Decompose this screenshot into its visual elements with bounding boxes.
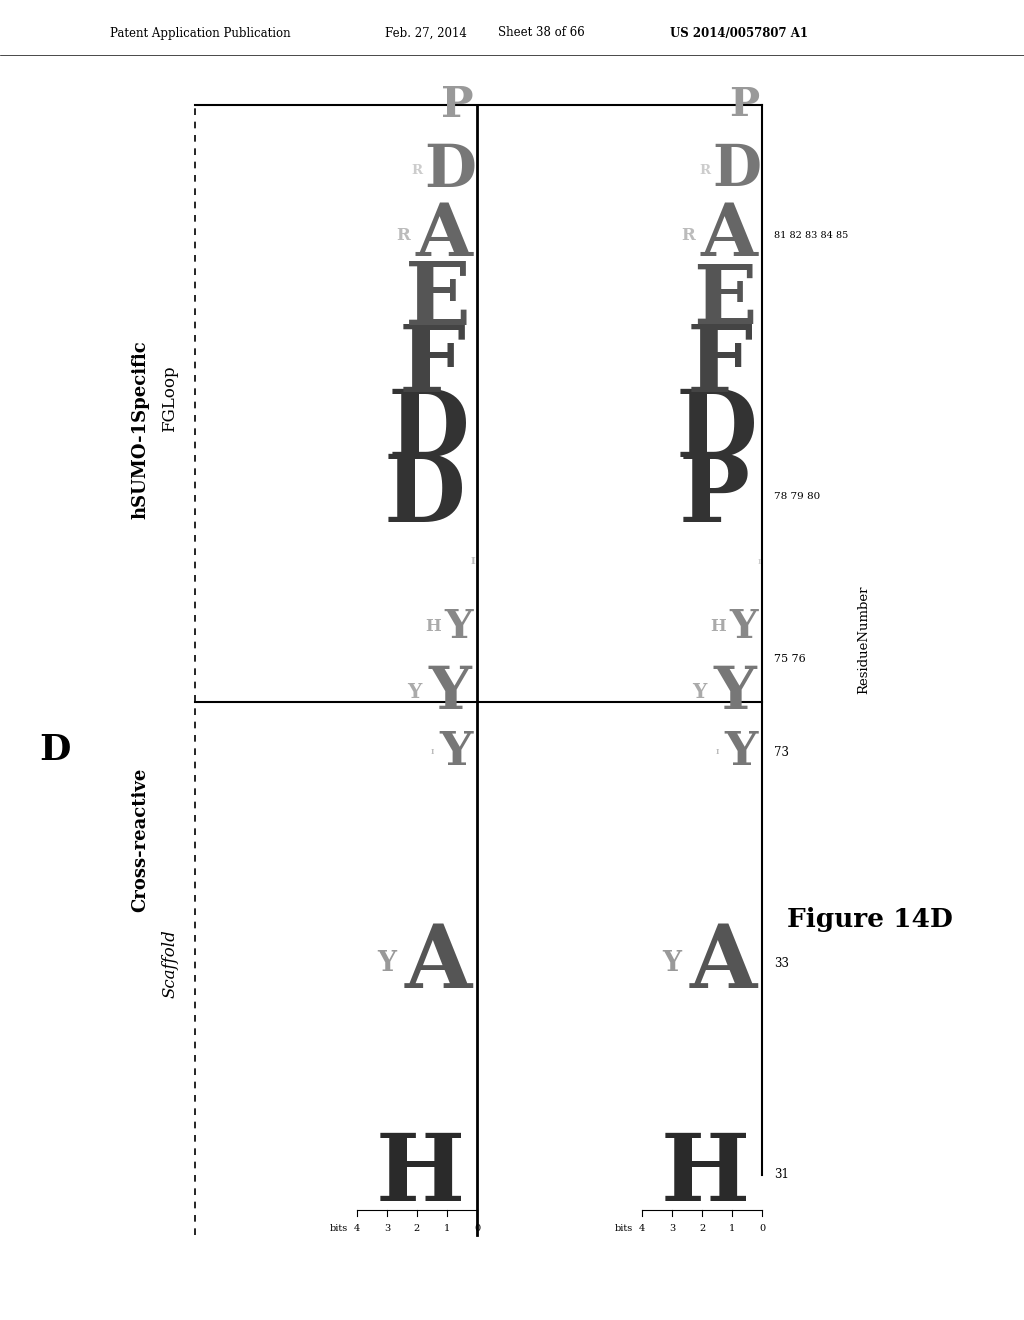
Text: US 2014/0057807 A1: US 2014/0057807 A1: [670, 26, 808, 40]
Text: Y: Y: [663, 950, 682, 977]
Text: H: H: [660, 1130, 750, 1220]
Text: bits: bits: [614, 1224, 633, 1233]
Text: Figure 14D: Figure 14D: [787, 908, 953, 932]
Text: Y: Y: [407, 682, 421, 702]
Text: ResidueNumber: ResidueNumber: [857, 586, 870, 694]
Text: hSUMO-1Specific: hSUMO-1Specific: [131, 341, 150, 519]
Text: 0: 0: [759, 1224, 765, 1233]
Text: I: I: [716, 748, 719, 756]
Text: R: R: [682, 227, 695, 244]
Text: H: H: [426, 618, 441, 635]
Text: Y: Y: [724, 729, 758, 775]
Text: 33: 33: [774, 957, 790, 970]
Text: P: P: [729, 86, 759, 124]
Text: P: P: [679, 451, 750, 541]
Text: F: F: [687, 321, 753, 411]
Text: A: A: [700, 199, 758, 271]
Text: D: D: [388, 387, 470, 477]
Text: H: H: [711, 618, 726, 635]
Text: E: E: [693, 260, 757, 341]
Text: Y: Y: [692, 682, 707, 702]
Text: Y: Y: [378, 950, 396, 977]
Text: A: A: [416, 199, 472, 271]
Text: 3: 3: [384, 1224, 390, 1233]
Text: A: A: [404, 921, 472, 1006]
Text: Y: Y: [444, 607, 473, 645]
Text: D: D: [424, 141, 476, 199]
Text: P: P: [441, 84, 474, 125]
Text: 1: 1: [729, 1224, 735, 1233]
Text: H: H: [376, 1130, 465, 1220]
Text: A: A: [689, 921, 757, 1006]
Text: R: R: [412, 164, 423, 177]
Text: R: R: [396, 227, 411, 244]
Text: E: E: [406, 259, 471, 343]
Text: Y: Y: [730, 607, 758, 645]
Text: D: D: [712, 143, 761, 198]
Text: 1: 1: [443, 1224, 451, 1233]
Text: D: D: [384, 451, 466, 541]
Text: Scaffold: Scaffold: [162, 929, 178, 998]
Text: 73: 73: [774, 746, 790, 759]
Text: D: D: [676, 387, 758, 477]
Text: 4: 4: [639, 1224, 645, 1233]
Text: I: I: [470, 557, 475, 566]
Text: Y: Y: [714, 663, 757, 721]
Text: 2: 2: [698, 1224, 706, 1233]
Text: Cross-reactive: Cross-reactive: [131, 768, 150, 912]
Text: Y: Y: [439, 729, 473, 775]
Text: D: D: [39, 733, 71, 767]
Text: Y: Y: [429, 663, 471, 721]
Text: FGLoop: FGLoop: [162, 366, 178, 432]
Text: I: I: [758, 557, 761, 565]
Text: Patent Application Publication: Patent Application Publication: [110, 26, 291, 40]
Text: 4: 4: [354, 1224, 360, 1233]
Text: R: R: [699, 164, 711, 177]
Text: bits: bits: [330, 1224, 348, 1233]
Text: 31: 31: [774, 1168, 788, 1181]
Text: 75 76: 75 76: [774, 655, 806, 664]
Text: F: F: [398, 321, 466, 411]
Text: Feb. 27, 2014: Feb. 27, 2014: [385, 26, 467, 40]
Text: Sheet 38 of 66: Sheet 38 of 66: [498, 26, 585, 40]
Text: 3: 3: [669, 1224, 675, 1233]
Text: 81 82 83 84 85: 81 82 83 84 85: [774, 231, 848, 240]
Text: 78 79 80: 78 79 80: [774, 492, 820, 500]
Text: 2: 2: [414, 1224, 420, 1233]
Text: I: I: [430, 748, 434, 756]
Text: 0: 0: [474, 1224, 480, 1233]
